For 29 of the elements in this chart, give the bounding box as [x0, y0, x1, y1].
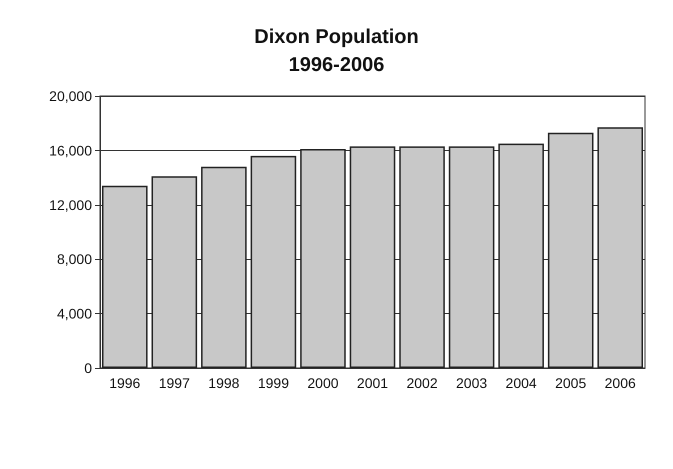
- bar: [498, 144, 544, 368]
- y-tick-label: 20,000: [49, 88, 92, 104]
- bar: [152, 176, 198, 368]
- bar: [448, 146, 494, 368]
- x-tick-label: 1999: [258, 375, 290, 391]
- bar: [548, 132, 594, 368]
- y-tick-label: 12,000: [49, 196, 92, 213]
- y-tick-label: 0: [84, 360, 92, 376]
- y-tick-label: 8,000: [56, 251, 92, 268]
- x-tick-label: 2001: [356, 375, 388, 391]
- x-tick-label: 2002: [406, 375, 438, 391]
- bar: [201, 166, 247, 368]
- bar: [250, 156, 296, 368]
- y-tick-label: 16,000: [49, 142, 92, 158]
- x-tick-label: 2006: [604, 375, 636, 391]
- bar: [399, 146, 445, 368]
- y-tick-label: 4,000: [56, 306, 92, 322]
- x-tick-label: 1996: [109, 375, 141, 391]
- x-tick-label: 1997: [158, 375, 190, 391]
- x-tick-label: 2005: [555, 375, 586, 391]
- x-tick-label: 1998: [208, 375, 240, 391]
- x-tick-label: 2004: [506, 375, 537, 391]
- bar: [597, 127, 644, 368]
- x-tick-label: 2000: [307, 375, 339, 391]
- chart-title: Dixon Population 1996-2006: [254, 26, 419, 76]
- bar: [102, 186, 148, 368]
- bar: [350, 146, 396, 368]
- bar: [300, 149, 346, 368]
- x-tick-label: 2003: [456, 375, 488, 391]
